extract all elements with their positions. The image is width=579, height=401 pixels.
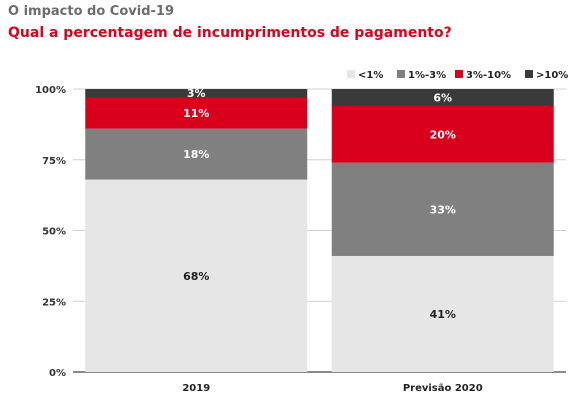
legend-swatch: [525, 70, 533, 78]
data-label: 11%: [183, 107, 209, 120]
chart-title: O impacto do Covid-19: [8, 4, 174, 19]
y-tick-label: 25%: [42, 297, 66, 308]
y-tick-label: 0%: [49, 368, 66, 379]
data-label: 68%: [183, 270, 209, 283]
legend-label: >10%: [536, 70, 568, 81]
legend-swatch: [455, 70, 463, 78]
bar-segment: [85, 128, 308, 180]
bar-segment: [85, 89, 308, 98]
y-tick-label: 50%: [42, 227, 66, 238]
legend-label: <1%: [358, 70, 383, 81]
data-label: 20%: [430, 128, 456, 141]
legend-swatch: [347, 70, 355, 78]
bar-segment: [331, 162, 554, 256]
bar-segment: [85, 179, 308, 372]
x-axis-labels: 2019 Previsão 2020: [182, 383, 482, 394]
data-label: 3%: [187, 87, 206, 100]
x-tick-label: Previsão 2020: [403, 383, 483, 394]
bar-segment: [331, 89, 554, 106]
bar-segment: [331, 105, 554, 163]
bar-segment: [331, 255, 554, 372]
bars: 68% 18% 11% 3% 41% 33% 20% 6%: [85, 87, 554, 372]
legend: <1% 1%-3% 3%-10% >10%: [347, 70, 568, 81]
data-label: 33%: [430, 203, 456, 216]
y-axis-labels: 0% 25% 50% 75% 100%: [35, 85, 66, 379]
x-tick-label: 2019: [182, 383, 210, 394]
bar-segment: [85, 97, 308, 129]
legend-swatch: [397, 70, 405, 78]
y-tick-label: 75%: [42, 156, 66, 167]
legend-label: 3%-10%: [466, 70, 511, 81]
legend-label: 1%-3%: [408, 70, 446, 81]
y-tick-label: 100%: [35, 85, 66, 96]
data-label: 41%: [430, 308, 456, 321]
chart-subtitle: Qual a percentagem de incumprimentos de …: [8, 25, 452, 41]
data-label: 6%: [433, 91, 452, 104]
data-label: 18%: [183, 148, 209, 161]
